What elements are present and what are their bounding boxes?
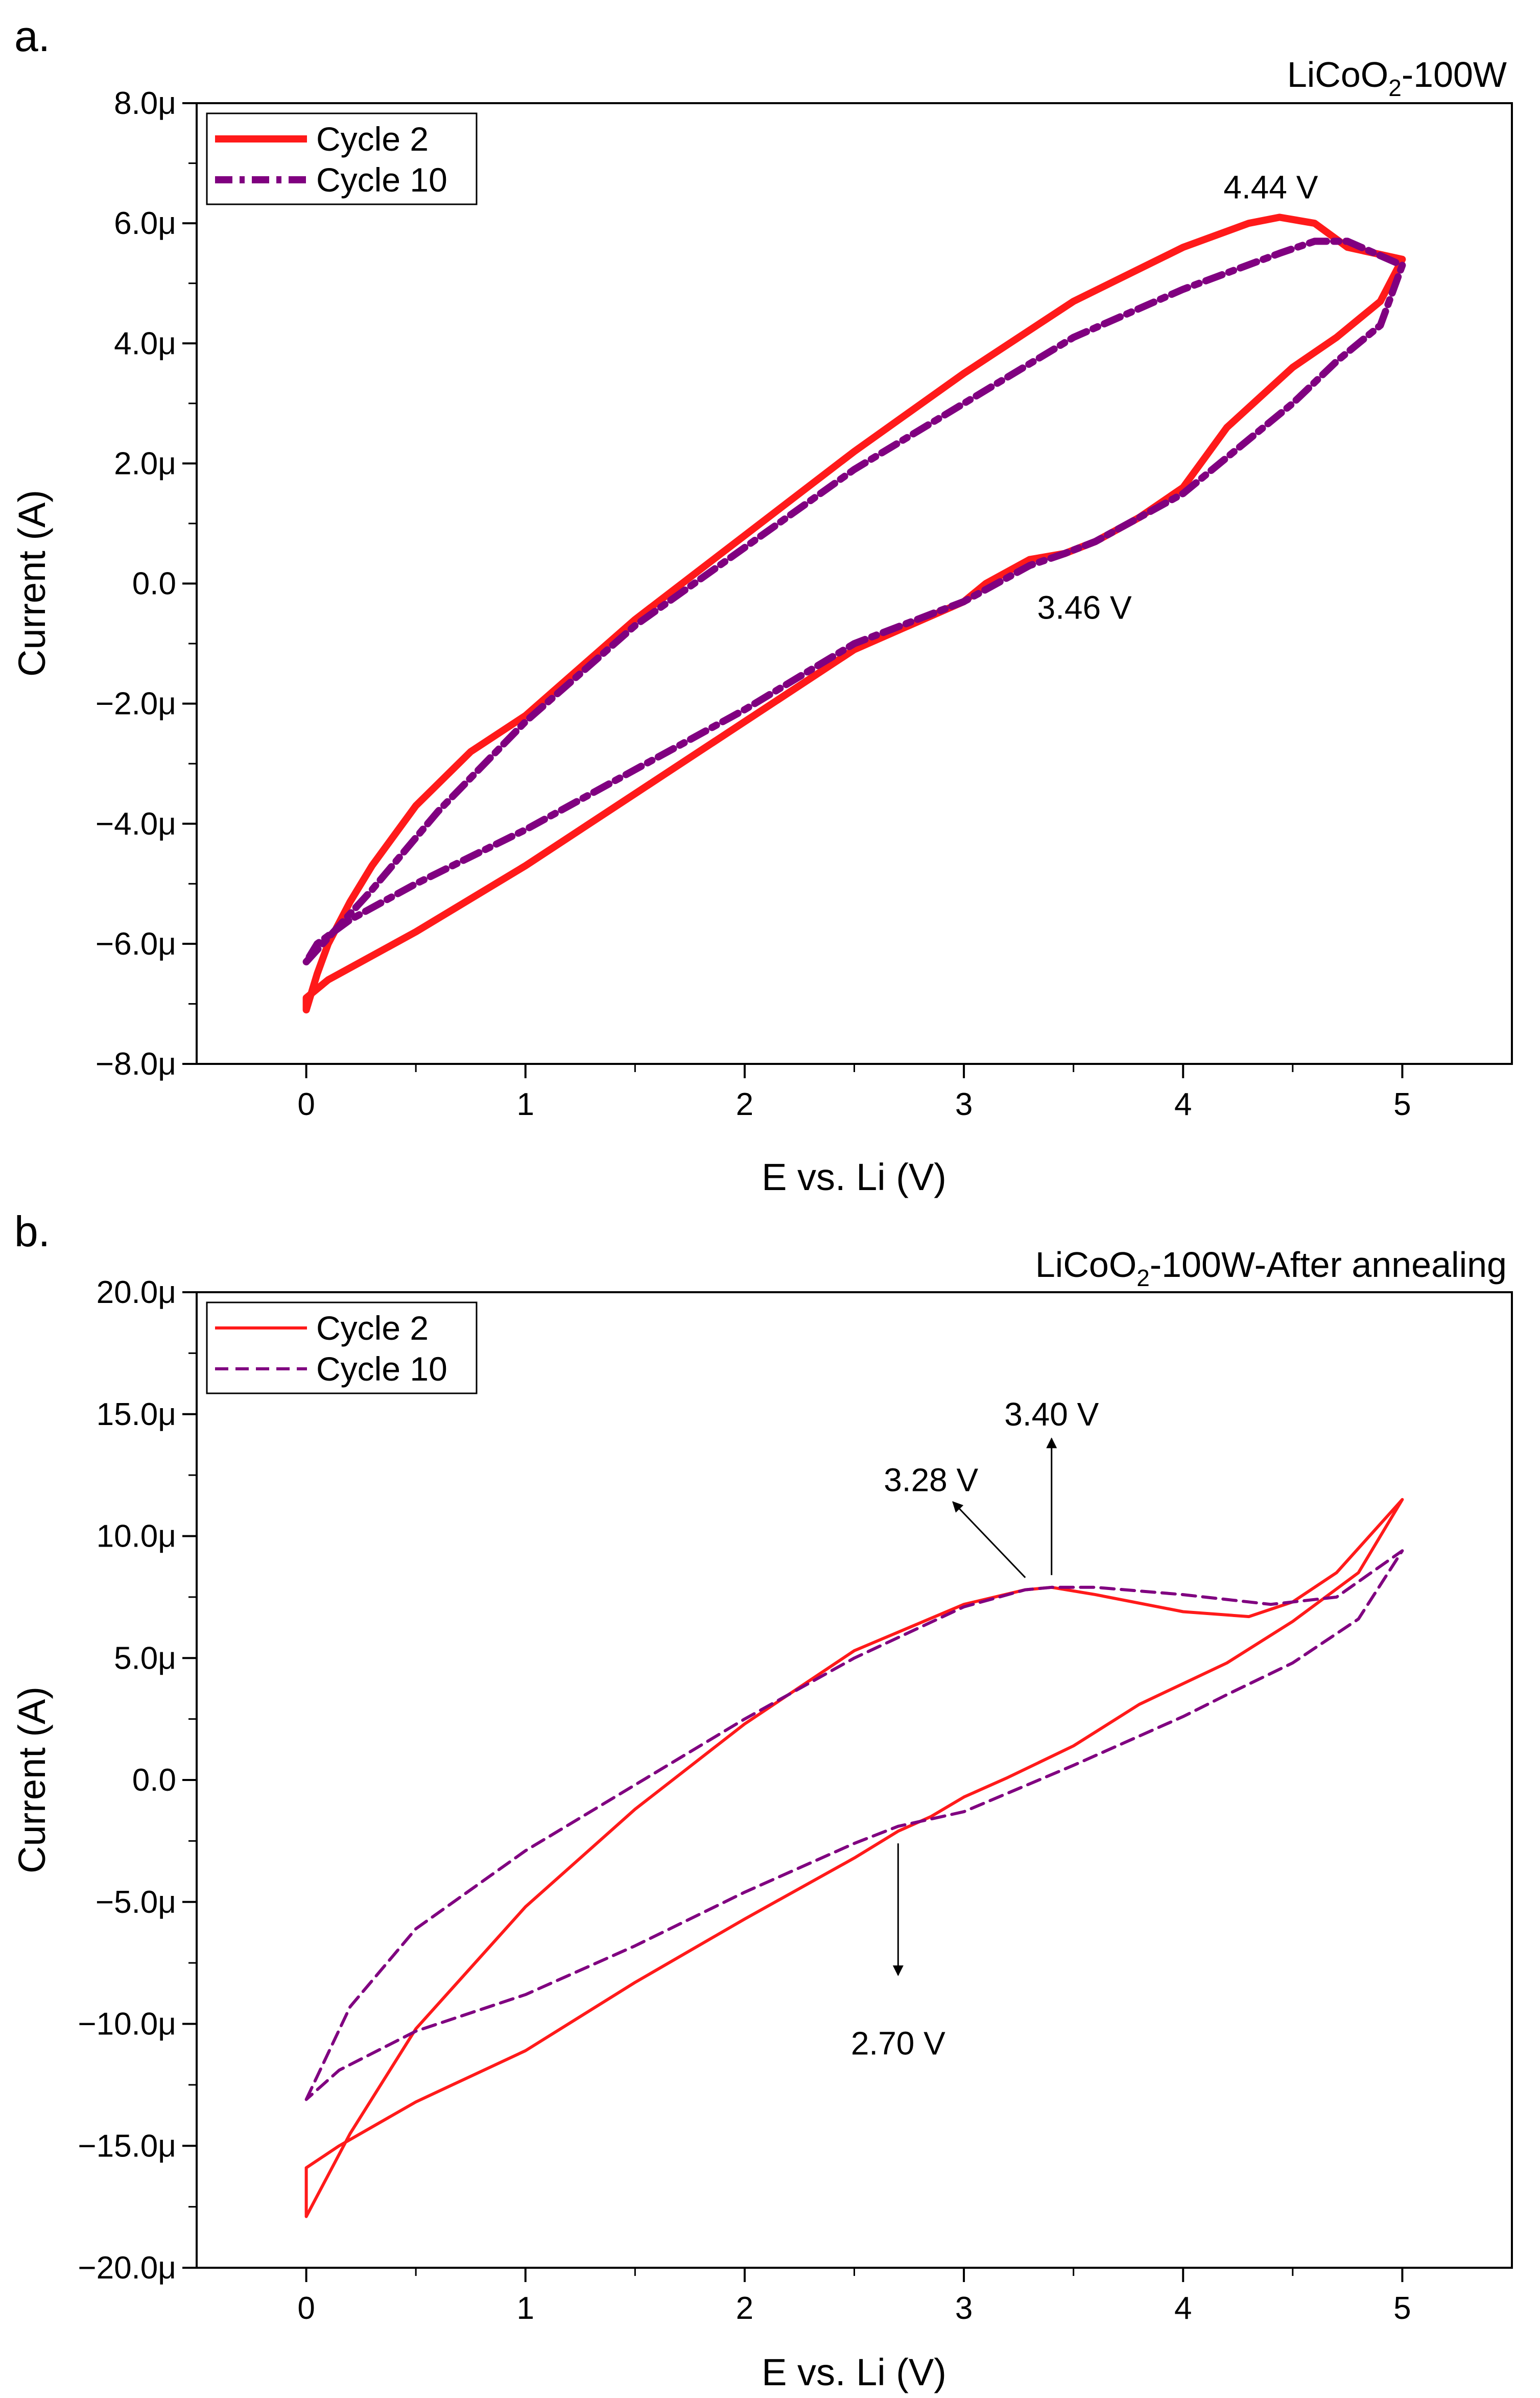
panel-a: a. LiCoO2-100W −8.0μ −6.0μ −4.0μ −2.0μ 0.0 2.… [11,12,1513,1198]
legend-label: Cycle 2 [316,1309,429,1347]
panel-b-title: LiCoO2-100W-After annealing [1035,1245,1507,1291]
x-tick-label: 2 [736,2291,753,2326]
y-axis-label-b: Current (A) [11,1687,53,1873]
y-tick-label: −20.0μ [78,2250,176,2286]
y-tick-label: 8.0μ [114,86,176,121]
x-tick-label: 3 [955,1087,973,1122]
annotation-arrow [952,1501,1026,1578]
annotation-label: 3.40 V [1004,1396,1099,1433]
legend-label: Cycle 10 [316,1350,447,1388]
y-tick-label: 10.0μ [97,1519,176,1554]
panel-b: b. LiCoO2-100W-After annealing −20.0μ −15… [11,1207,1513,2393]
plot-frame-a [196,102,1513,1065]
y-axis-b: −20.0μ −15.0μ −10.0μ −5.0μ 0.0 5.0μ 10.0μ 15.0μ… [78,1275,197,2286]
x-axis-label-a: E vs. Li (V) [762,1156,946,1198]
x-tick-label: 3 [955,2291,973,2326]
y-tick-label: −2.0μ [96,686,176,722]
y-axis-label-a: Current (A) [11,490,53,677]
x-axis-label-b: E vs. Li (V) [762,2351,946,2393]
series-line-cycle-10 [302,238,1406,966]
y-tick-label: −15.0μ [78,2128,176,2164]
y-tick-label: 0.0 [132,1763,176,1798]
panel-a-letter: a. [14,12,50,60]
x-tick-label: 0 [297,2291,315,2326]
y-tick-label: 0.0 [132,566,176,602]
y-tick-label: 2.0μ [114,446,176,481]
y-tick-label: −5.0μ [96,1885,176,1920]
series-line-cycle-2 [302,213,1406,1014]
legend-box [206,112,478,205]
annotations-a: 4.44 V 3.46 V [1037,169,1318,626]
series-line-cycle-10 [304,1549,1404,2101]
annotations-b: 3.40 V 3.28 V 2.70 V [851,1396,1099,2062]
panel-a-title: LiCoO2-100W [1287,55,1507,101]
plot-frame-b [196,1291,1513,2269]
x-axis-b: 0 1 2 3 4 5 [297,2268,1411,2326]
y-tick-label: −6.0μ [96,927,176,962]
y-tick-label: −10.0μ [78,2007,176,2042]
series-layer-a [302,213,1406,1014]
y-tick-label: 20.0μ [97,1275,176,1310]
x-tick-label: 2 [736,1087,753,1122]
annotation-label: 2.70 V [851,2025,945,2062]
panel-b-letter: b. [14,1207,50,1255]
y-tick-label: −8.0μ [96,1047,176,1082]
x-tick-label: 5 [1393,1087,1411,1122]
annotation-label: 3.46 V [1037,589,1132,626]
y-tick-label: −4.0μ [96,806,176,842]
x-axis-a: 0 1 2 3 4 5 [297,1064,1411,1122]
series-layer-b [304,1498,1404,2218]
legend-box [206,1301,478,1394]
y-tick-label: 5.0μ [114,1641,176,1676]
series-line-cycle-2 [304,1498,1404,2218]
legend-label: Cycle 2 [316,120,429,158]
x-tick-label: 1 [517,2291,534,2326]
y-tick-label: 15.0μ [97,1397,176,1432]
x-tick-label: 0 [297,1087,315,1122]
annotation-label: 4.44 V [1223,169,1318,206]
annotation-label: 3.28 V [884,1462,978,1499]
y-axis-a: −8.0μ −6.0μ −4.0μ −2.0μ 0.0 2.0μ 4.0μ 6.0μ 8.0μ [96,86,197,1082]
y-tick-label: 4.0μ [114,326,176,361]
x-tick-label: 4 [1174,1087,1192,1122]
x-tick-label: 5 [1393,2291,1411,2326]
legend-label: Cycle 10 [316,161,447,199]
x-tick-label: 1 [517,1087,534,1122]
y-tick-label: 6.0μ [114,206,176,241]
x-tick-label: 4 [1174,2291,1192,2326]
